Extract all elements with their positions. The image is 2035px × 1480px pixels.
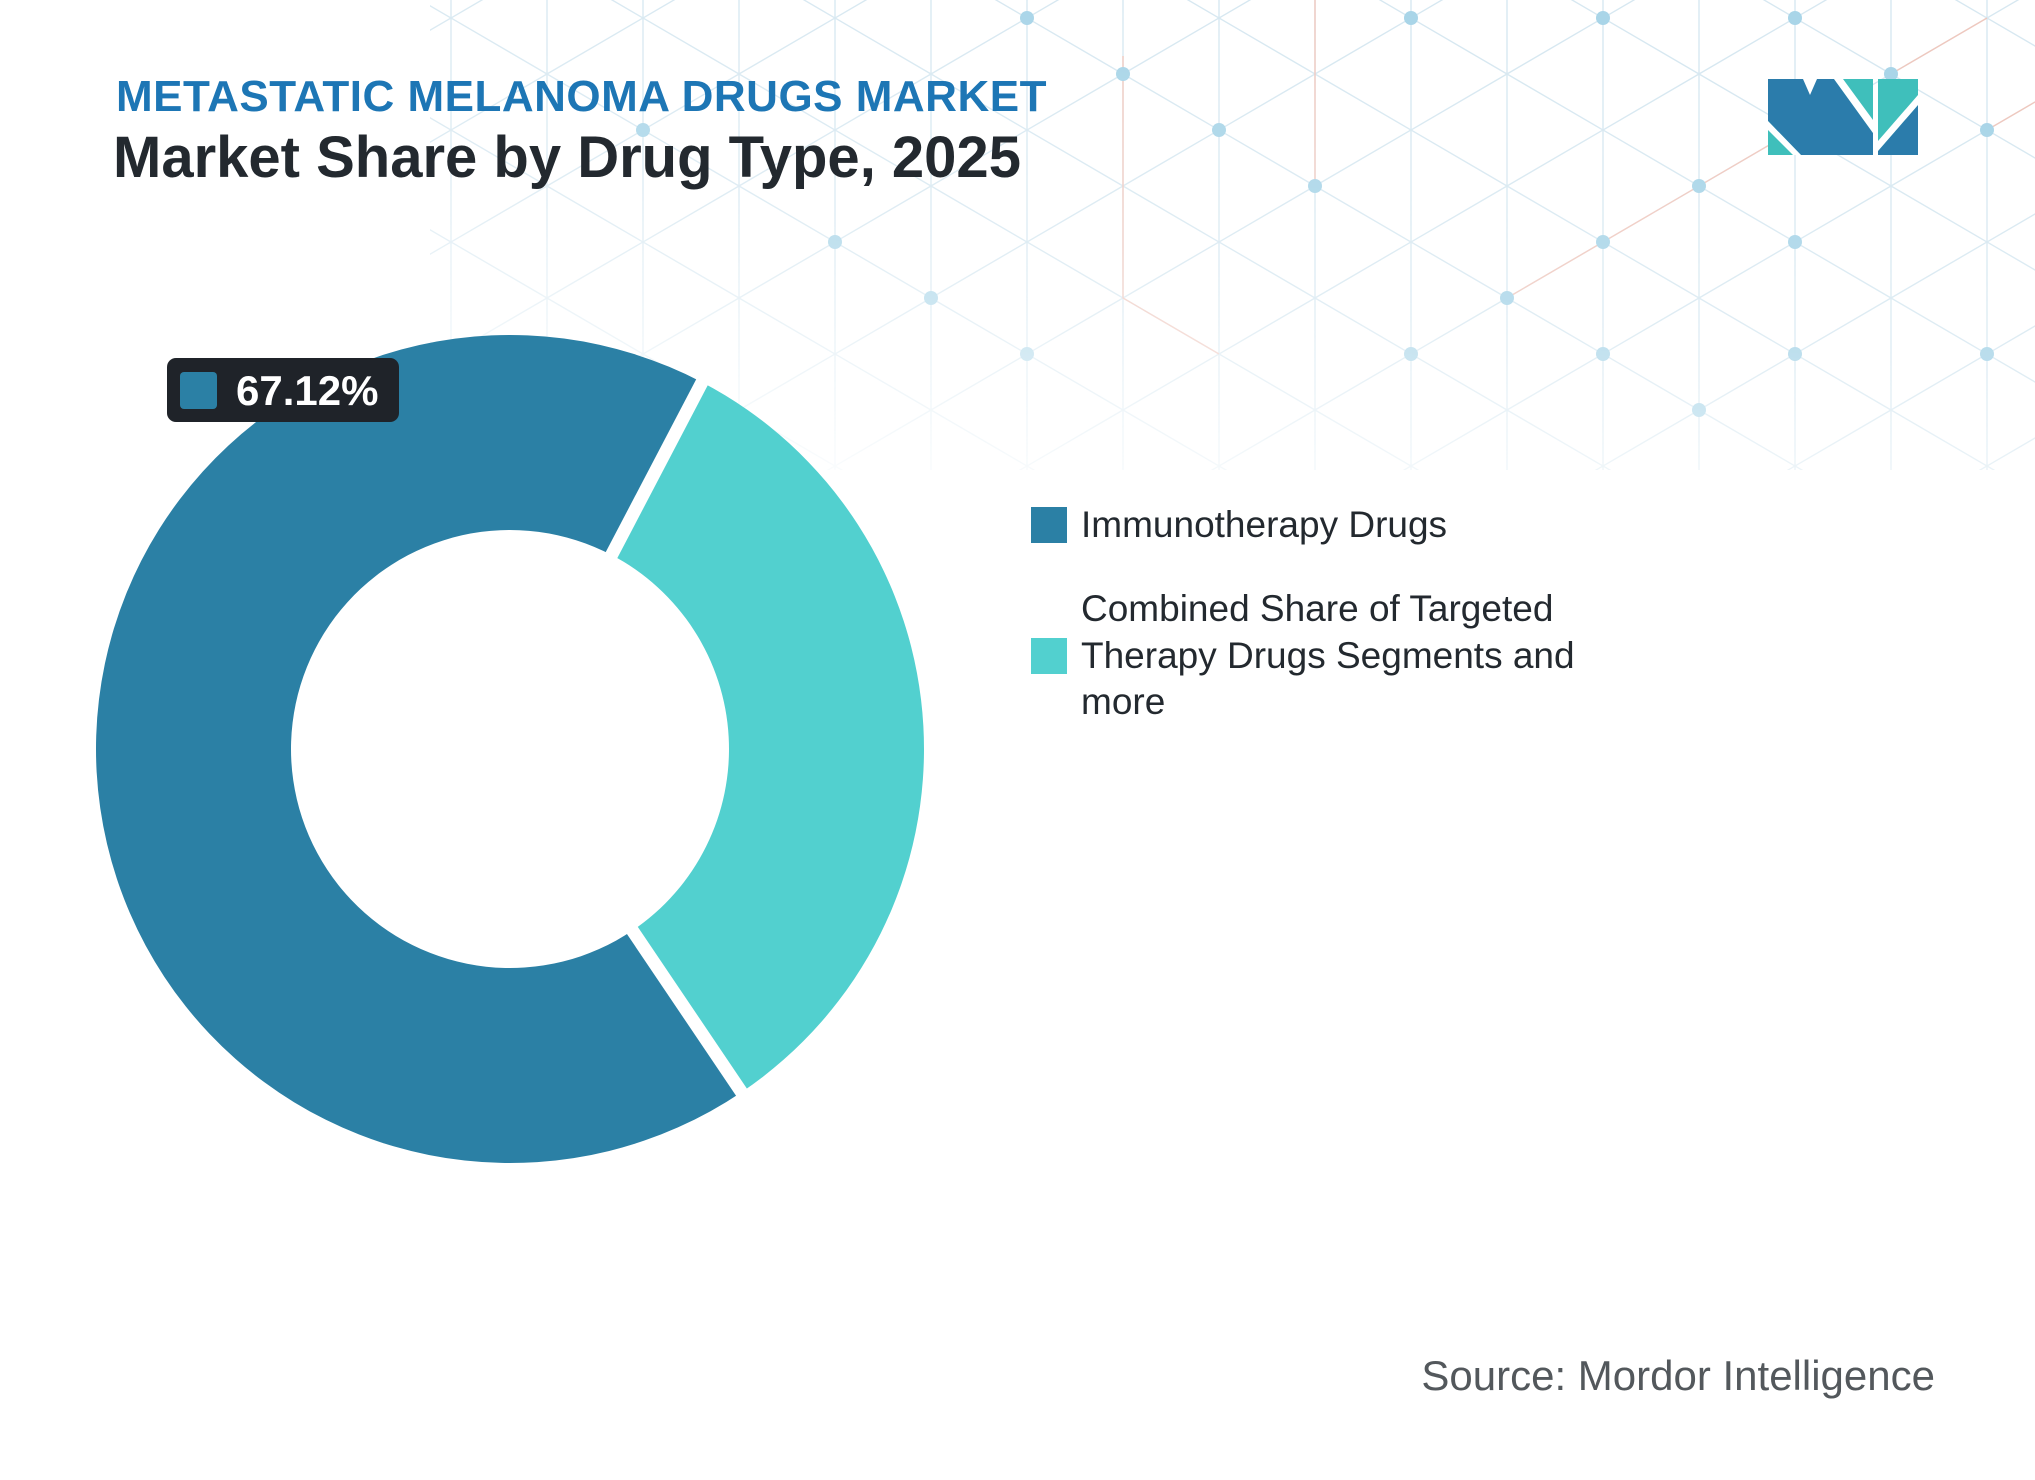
report-eyebrow-title: METASTATIC MELANOMA DRUGS MARKET <box>116 72 1047 121</box>
legend-swatch-icon <box>1031 507 1067 544</box>
data-label-value: 67.12% <box>236 367 379 414</box>
donut-chart <box>90 329 930 1169</box>
donut-segment-gap <box>596 363 717 575</box>
donut-data-label: 67.12% <box>167 358 400 422</box>
legend-swatch-icon <box>1031 637 1067 674</box>
chart-legend: Immunotherapy Drugs Combined Share of Ta… <box>1031 502 1575 725</box>
source-attribution: Source: Mordor Intelligence <box>1421 1352 1935 1399</box>
legend-label: Immunotherapy Drugs <box>1081 504 1448 545</box>
page-title: Market Share by Drug Type, 2025 <box>113 125 1021 190</box>
mordor-intelligence-logo-icon <box>1768 79 1918 155</box>
legend-item-immunotherapy-drugs: Immunotherapy Drugs <box>1031 502 1575 548</box>
data-label-swatch-icon <box>180 371 217 409</box>
donut-segment-immunotherapy-drugs <box>96 335 742 1164</box>
legend-label: Combined Share of Targeted Therapy Drugs… <box>1081 588 1575 722</box>
legend-item-targeted-therapy: Combined Share of Targeted Therapy Drugs… <box>1031 586 1575 725</box>
donut-segment-combined-share-of-targeted-therapy-drugs <box>611 382 925 1093</box>
donut-segment-gap <box>616 911 757 1111</box>
